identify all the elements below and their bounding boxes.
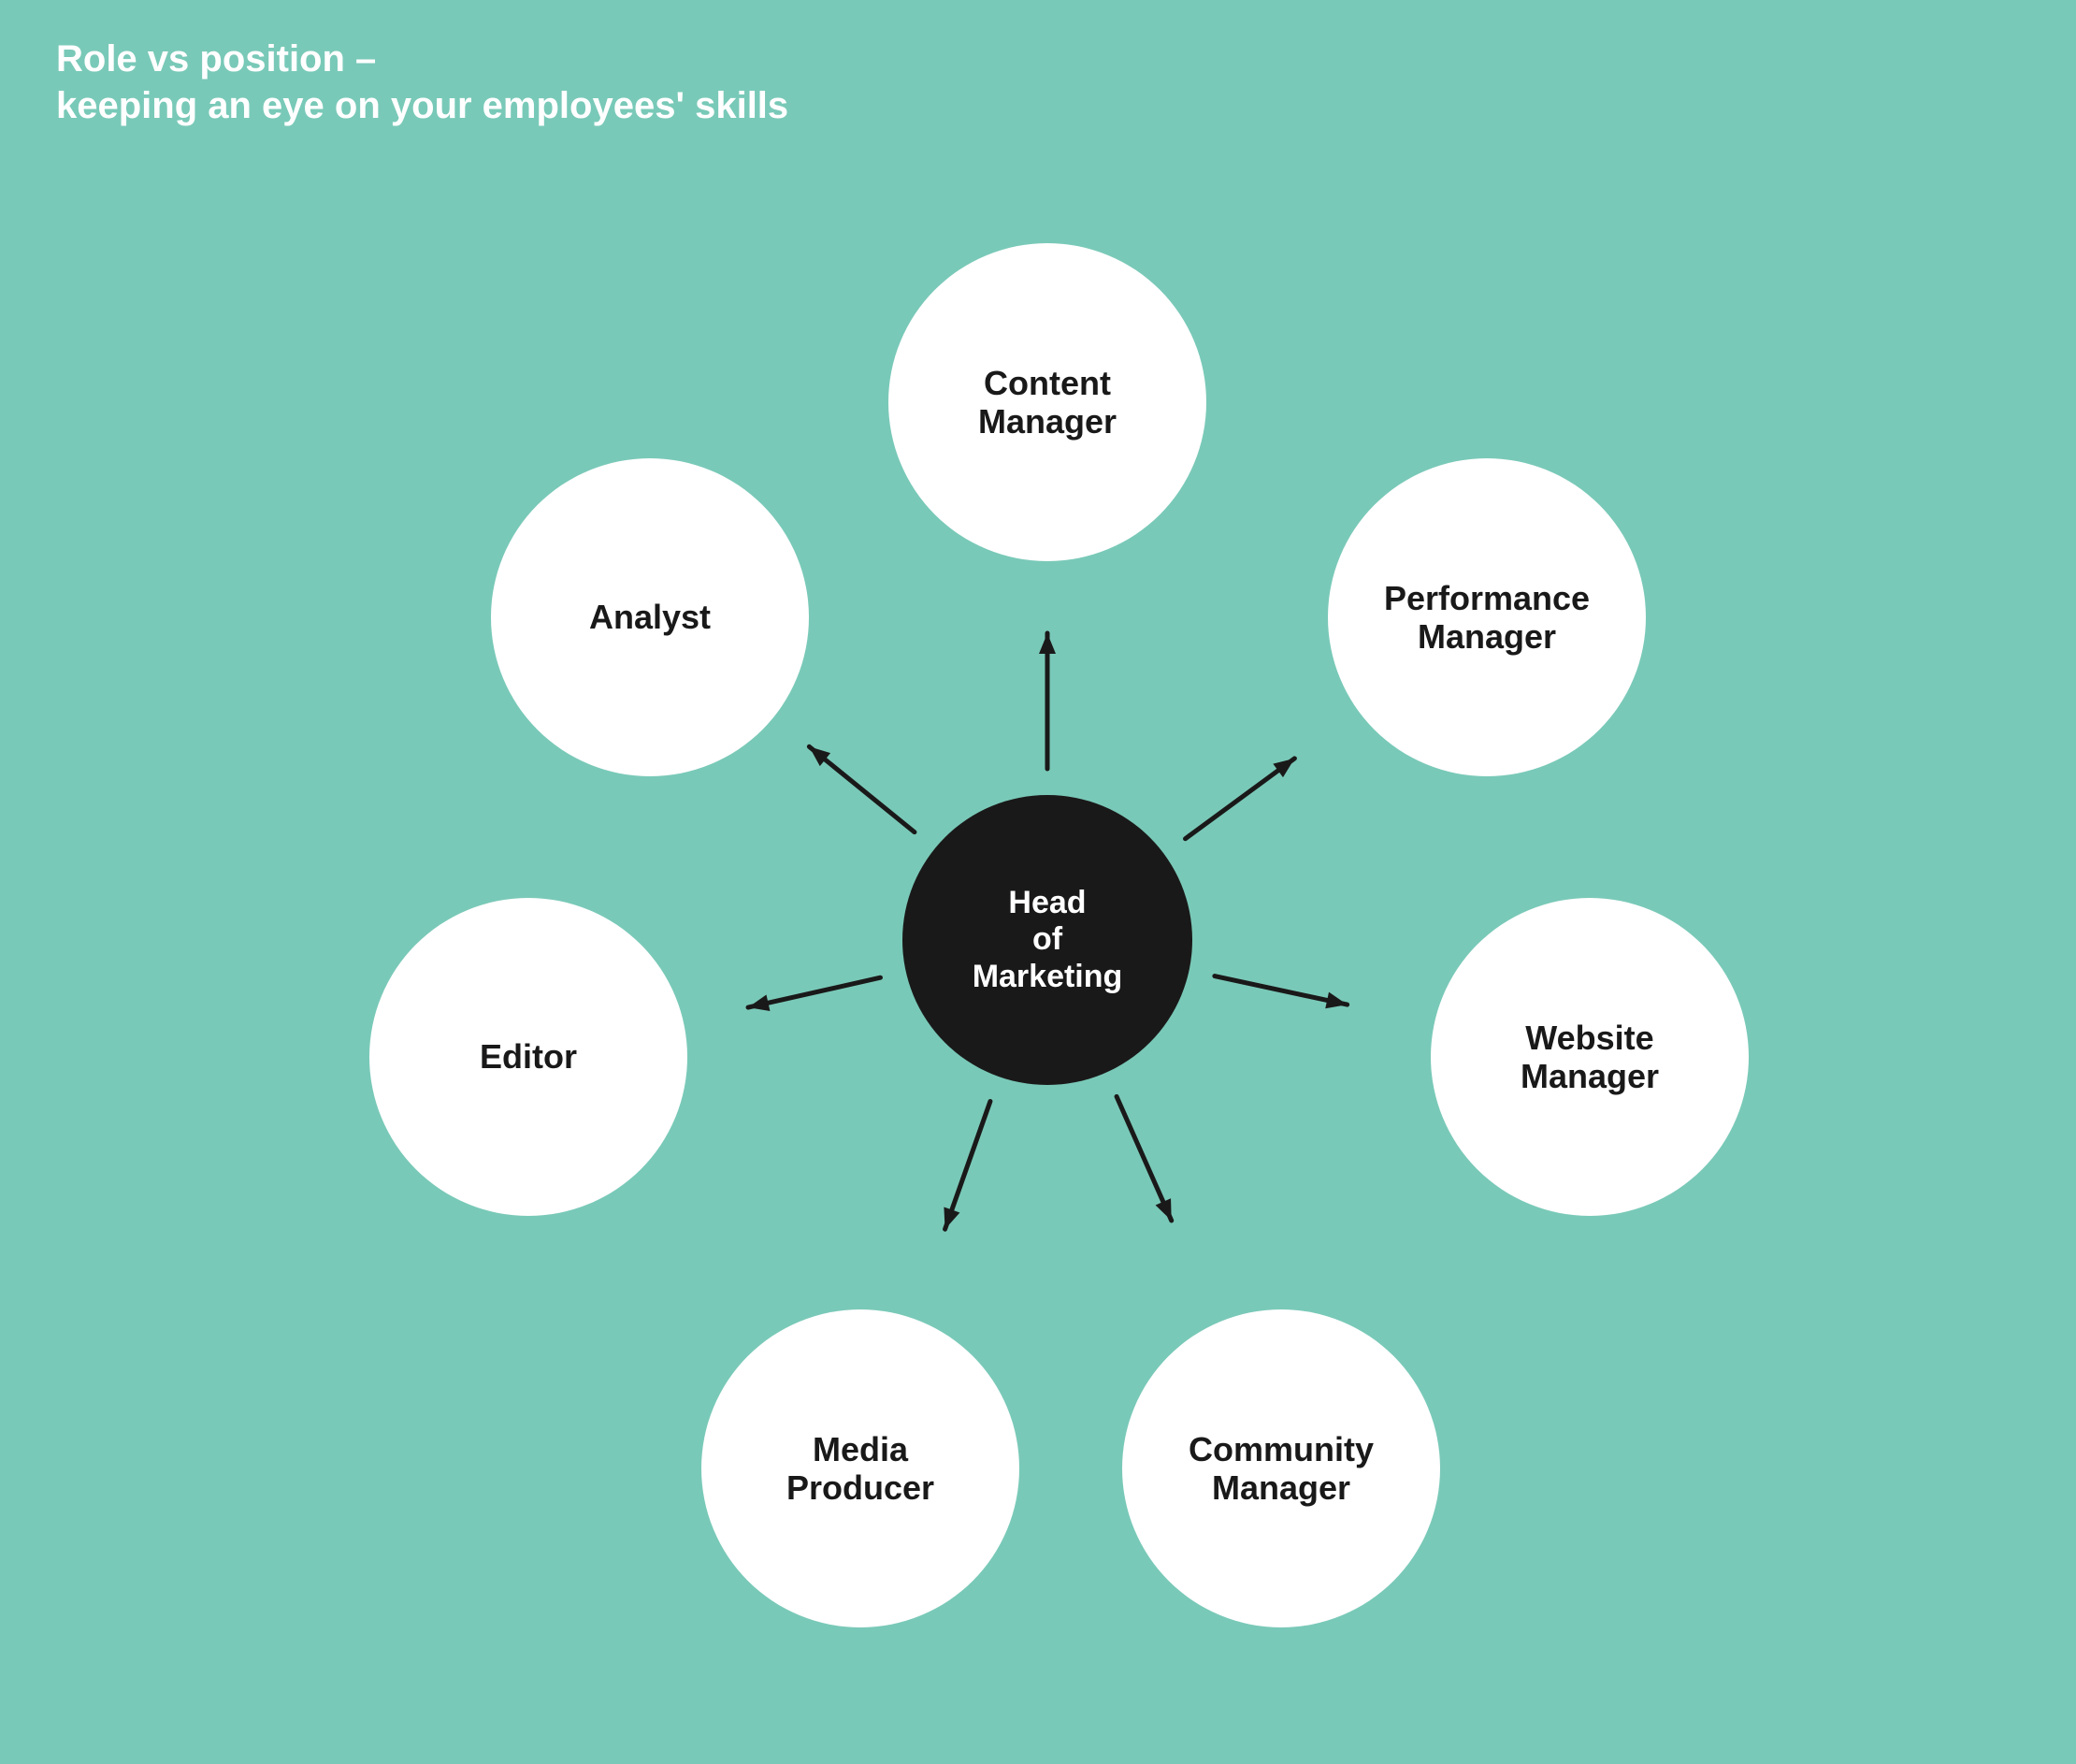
- node-performance-manager: Performance Manager: [1328, 458, 1646, 776]
- node-media-producer-label: Media Producer: [786, 1430, 934, 1508]
- arrowhead-editor: [748, 994, 770, 1011]
- node-website-manager: Website Manager: [1431, 898, 1749, 1216]
- arrow-website-manager: [1215, 976, 1348, 1005]
- arrowhead-media-producer: [944, 1207, 959, 1229]
- arrow-media-producer: [945, 1102, 990, 1230]
- arrowhead-performance-manager: [1273, 759, 1294, 777]
- arrow-editor: [748, 977, 880, 1007]
- center-node-head-of-marketing-label: Head of Marketing: [973, 885, 1123, 994]
- node-editor-label: Editor: [480, 1037, 577, 1076]
- center-node-head-of-marketing: Head of Marketing: [902, 795, 1192, 1085]
- arrow-analyst: [809, 746, 915, 831]
- node-analyst-label: Analyst: [589, 598, 711, 636]
- node-performance-manager-label: Performance Manager: [1384, 579, 1590, 657]
- node-website-manager-label: Website Manager: [1521, 1019, 1659, 1096]
- node-editor: Editor: [369, 898, 687, 1216]
- diagram-title: Role vs position – keeping an eye on you…: [56, 36, 788, 129]
- node-community-manager: Community Manager: [1122, 1309, 1440, 1627]
- arrowhead-content-manager: [1039, 633, 1056, 654]
- diagram-canvas: Role vs position – keeping an eye on you…: [0, 0, 2076, 1764]
- node-community-manager-label: Community Manager: [1189, 1430, 1374, 1508]
- arrowhead-website-manager: [1325, 992, 1347, 1009]
- arrow-community-manager: [1117, 1096, 1172, 1221]
- arrowhead-analyst: [809, 746, 830, 766]
- node-content-manager: Content Manager: [888, 243, 1206, 561]
- node-content-manager-label: Content Manager: [978, 364, 1117, 441]
- node-analyst: Analyst: [491, 458, 809, 776]
- node-media-producer: Media Producer: [701, 1309, 1019, 1627]
- arrow-performance-manager: [1186, 759, 1295, 839]
- arrowhead-community-manager: [1156, 1198, 1172, 1221]
